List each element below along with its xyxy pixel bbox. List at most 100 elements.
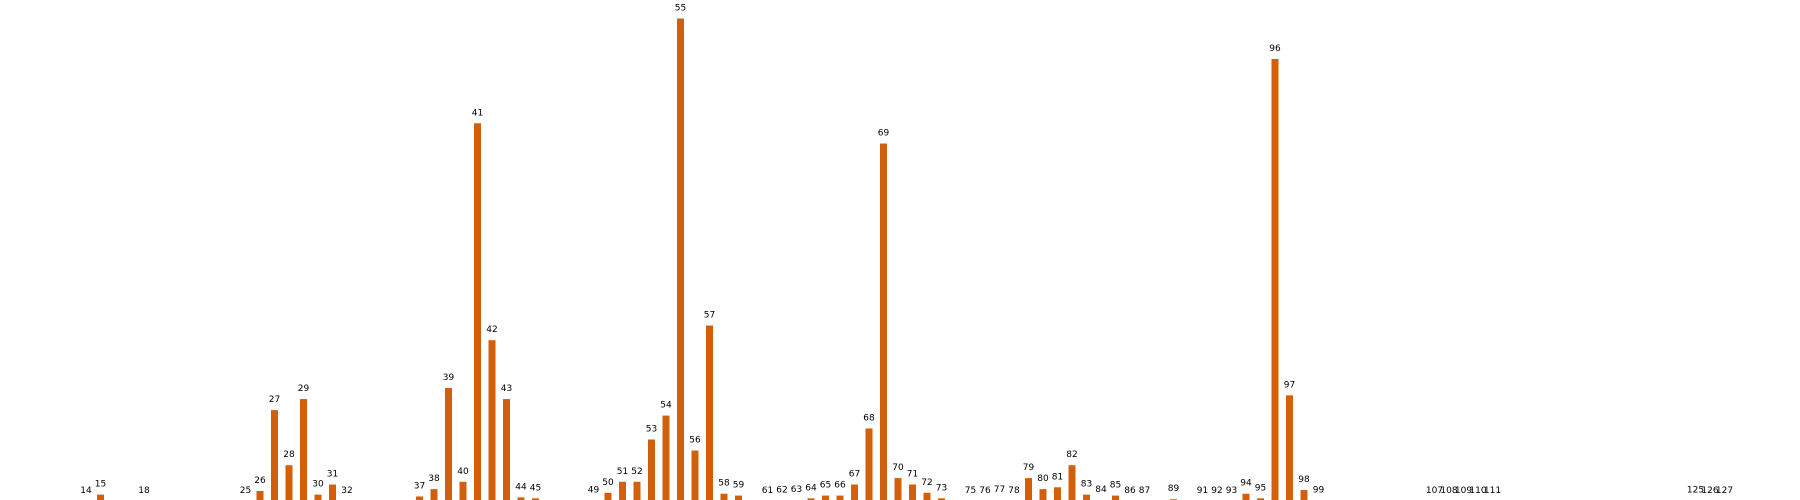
bar-label-55: 55	[675, 3, 686, 13]
bar-15	[97, 494, 104, 500]
bar-72	[923, 492, 931, 500]
bar-label-39: 39	[443, 373, 455, 383]
bar-51	[619, 481, 626, 500]
bar-label-110: 110	[1469, 486, 1486, 496]
bar-41	[474, 123, 481, 500]
bar-label-41: 41	[472, 108, 483, 118]
bars-group	[97, 18, 1308, 500]
bar-label-79: 79	[1023, 463, 1035, 473]
bar-label-18: 18	[138, 486, 150, 496]
bar-64	[807, 498, 815, 500]
bar-label-53: 53	[646, 424, 657, 434]
bar-55	[677, 18, 684, 500]
bar-label-109: 109	[1455, 486, 1472, 496]
bar-label-15: 15	[95, 480, 106, 490]
bar-label-97: 97	[1284, 380, 1295, 390]
bar-label-61: 61	[762, 486, 773, 496]
bar-label-52: 52	[631, 467, 642, 477]
bar-58	[720, 493, 728, 500]
bar-label-72: 72	[921, 478, 932, 488]
bar-79	[1025, 478, 1032, 500]
bar-30	[314, 494, 322, 500]
bar-50	[604, 492, 612, 500]
bar-42	[488, 340, 496, 500]
bar-label-77: 77	[994, 485, 1005, 495]
bar-label-125: 125	[1687, 486, 1704, 496]
bar-label-50: 50	[602, 478, 614, 488]
bar-label-99: 99	[1313, 486, 1325, 496]
bar-label-42: 42	[486, 325, 497, 335]
bar-label-86: 86	[1124, 486, 1136, 496]
bar-57	[706, 325, 713, 500]
bar-65	[822, 495, 829, 500]
bar-label-127: 127	[1716, 486, 1733, 496]
bar-label-85: 85	[1110, 481, 1121, 491]
bar-31	[329, 484, 336, 500]
bar-label-68: 68	[863, 413, 875, 423]
bar-label-58: 58	[718, 479, 730, 489]
bar-label-92: 92	[1211, 486, 1222, 496]
bar-26	[256, 490, 264, 500]
bar-59	[735, 495, 742, 500]
bar-label-93: 93	[1226, 486, 1237, 496]
bar-66	[836, 495, 844, 500]
bar-label-78: 78	[1008, 486, 1020, 496]
bar-label-32: 32	[341, 486, 352, 496]
bar-label-63: 63	[791, 485, 802, 495]
bar-label-59: 59	[733, 481, 745, 491]
bar-label-65: 65	[820, 481, 831, 491]
bar-43	[503, 399, 510, 500]
bar-label-83: 83	[1081, 480, 1092, 490]
bar-label-40: 40	[457, 467, 469, 477]
bar-56	[691, 450, 699, 500]
bar-label-43: 43	[501, 384, 512, 394]
bar-39	[445, 388, 452, 500]
bar-80	[1039, 489, 1047, 500]
bar-label-45: 45	[530, 483, 541, 493]
bar-52	[633, 481, 641, 500]
bar-label-126: 126	[1701, 486, 1718, 496]
bar-label-87: 87	[1139, 486, 1150, 496]
bar-label-57: 57	[704, 311, 715, 321]
bar-label-82: 82	[1066, 450, 1077, 460]
bar-81	[1054, 487, 1061, 500]
bar-73	[938, 498, 945, 500]
bar-label-76: 76	[979, 486, 991, 496]
bar-97	[1286, 395, 1293, 500]
bar-29	[300, 399, 307, 500]
bar-label-89: 89	[1168, 484, 1180, 494]
bar-label-14: 14	[80, 486, 92, 496]
bar-70	[894, 478, 902, 500]
bar-label-56: 56	[689, 436, 701, 446]
bar-68	[865, 428, 873, 500]
bar-label-49: 49	[588, 486, 600, 496]
bar-label-62: 62	[776, 486, 787, 496]
bar-label-38: 38	[428, 474, 440, 484]
bar-label-80: 80	[1037, 474, 1049, 484]
bar-label-27: 27	[269, 395, 280, 405]
bar-96	[1271, 58, 1279, 500]
bar-95	[1257, 498, 1264, 500]
bar-85	[1112, 495, 1119, 500]
bar-45	[532, 498, 539, 500]
bar-label-51: 51	[617, 467, 628, 477]
bar-38	[430, 489, 438, 500]
bar-label-69: 69	[878, 129, 890, 139]
bar-label-37: 37	[414, 481, 425, 491]
bar-label-44: 44	[515, 482, 527, 492]
bar-label-107: 107	[1426, 486, 1443, 496]
bar-label-25: 25	[240, 486, 251, 496]
bar-label-108: 108	[1440, 486, 1457, 496]
bar-37	[416, 496, 423, 500]
bar-label-28: 28	[283, 450, 295, 460]
bar-label-91: 91	[1197, 486, 1208, 496]
bar-label-73: 73	[936, 483, 947, 493]
bar-67	[851, 484, 858, 500]
bar-83	[1083, 494, 1090, 500]
bar-53	[648, 439, 655, 500]
bar-label-94: 94	[1240, 479, 1252, 489]
bar-label-98: 98	[1298, 475, 1310, 485]
bar-label-111: 111	[1484, 486, 1501, 496]
